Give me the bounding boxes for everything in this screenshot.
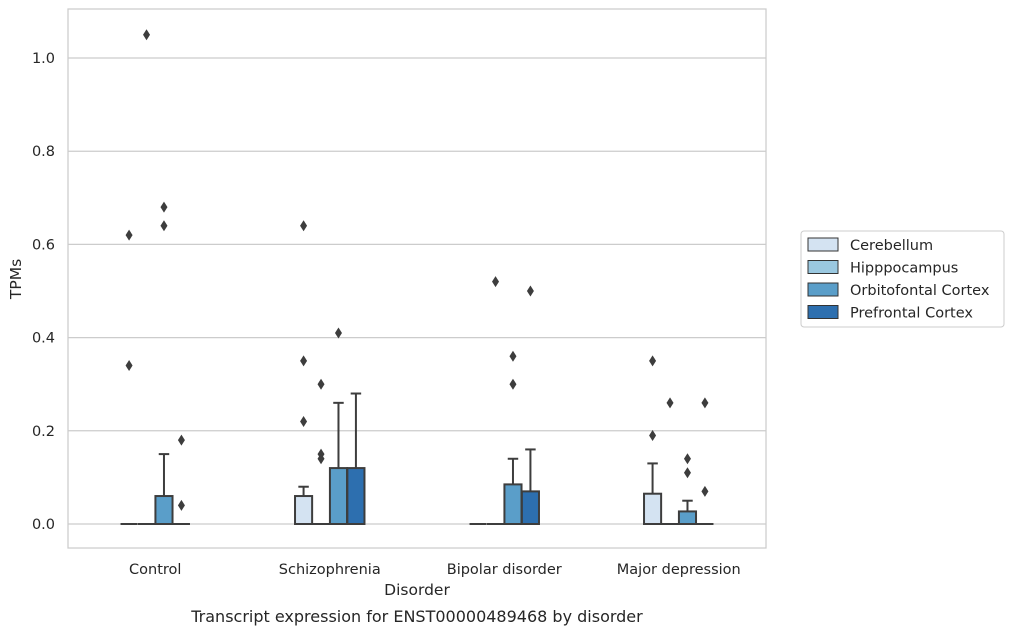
x-tick-label: Bipolar disorder xyxy=(447,562,562,578)
box-3-4 xyxy=(677,499,698,525)
outlier-point xyxy=(334,327,342,339)
plot-area xyxy=(67,8,767,549)
box-body xyxy=(328,467,349,525)
outlier-point xyxy=(666,397,674,409)
outlier-point xyxy=(649,355,657,367)
box-body xyxy=(520,490,540,526)
y-tick-label: 0.4 xyxy=(32,331,55,347)
outlier-point xyxy=(509,350,517,362)
y-tick-label: 0.0 xyxy=(32,517,55,533)
legend-swatch xyxy=(807,237,839,252)
outlier-point xyxy=(526,285,534,297)
outlier-point xyxy=(701,485,709,497)
legend-swatch xyxy=(807,282,839,297)
legend-label: Cerebellum xyxy=(850,238,933,254)
outlier-point xyxy=(300,415,308,427)
box-4-2 xyxy=(346,392,366,525)
x-axis-title: Disorder xyxy=(384,581,450,599)
outlier-point xyxy=(683,467,691,479)
outlier-point xyxy=(160,220,168,232)
x-axis-ticks: Control Schizophrenia Bipolar disorder Majo… xyxy=(129,562,741,578)
outlier-point xyxy=(701,397,709,409)
outlier-point xyxy=(160,201,168,213)
x-tick-label: Schizophrenia xyxy=(279,562,381,578)
outlier-point xyxy=(649,429,657,441)
legend-swatch xyxy=(807,305,839,319)
outlier-point xyxy=(177,499,185,511)
gridlines xyxy=(68,57,766,525)
box-3-1 xyxy=(154,453,174,526)
outlier-point xyxy=(125,360,133,372)
legend: Cerebellum Hipppocampus Orbitofontal Corte… xyxy=(800,230,1005,328)
box-body xyxy=(294,495,314,526)
outlier-point xyxy=(300,355,308,367)
box-body xyxy=(643,492,663,525)
outlier-point xyxy=(317,453,325,465)
y-tick-label: 0.8 xyxy=(32,144,55,160)
legend-label: Orbitofontal Cortex xyxy=(850,283,990,299)
boxes xyxy=(120,392,714,526)
outlier-point xyxy=(509,378,517,390)
legend-label: Prefrontal Cortex xyxy=(850,306,973,322)
outlier-point xyxy=(177,434,185,446)
outlier-point xyxy=(492,276,500,288)
legend-label: Hipppocampus xyxy=(850,261,958,277)
box-body xyxy=(346,467,366,525)
box-body xyxy=(677,510,698,525)
legend-swatch xyxy=(807,260,839,274)
x-tick-label: Major depression xyxy=(617,562,741,578)
outlier-point xyxy=(125,229,133,241)
box-1-4 xyxy=(643,462,663,525)
box-3-2 xyxy=(328,401,349,525)
legend-frame xyxy=(800,230,1005,328)
outlier-point xyxy=(317,378,325,390)
y-tick-label: 1.0 xyxy=(32,51,55,67)
box-3-3 xyxy=(503,457,523,526)
y-axis-title: TPMs xyxy=(7,259,25,300)
box-4-3 xyxy=(520,448,540,526)
outlier-point xyxy=(683,453,691,465)
y-tick-label: 0.6 xyxy=(32,237,55,253)
outlier-point xyxy=(300,220,308,232)
box-1-2 xyxy=(294,485,314,526)
outliers xyxy=(125,29,709,511)
x-tick-label: Control xyxy=(129,562,181,578)
outlier-point xyxy=(143,29,151,41)
chart-caption: Transcript expression for ENST0000048946… xyxy=(190,607,643,626)
y-tick-label: 0.2 xyxy=(32,424,55,440)
y-axis-ticks: 0.0 0.2 0.4 0.6 0.8 1.0 xyxy=(32,51,55,533)
box-body xyxy=(503,483,523,526)
box-body xyxy=(154,495,174,526)
